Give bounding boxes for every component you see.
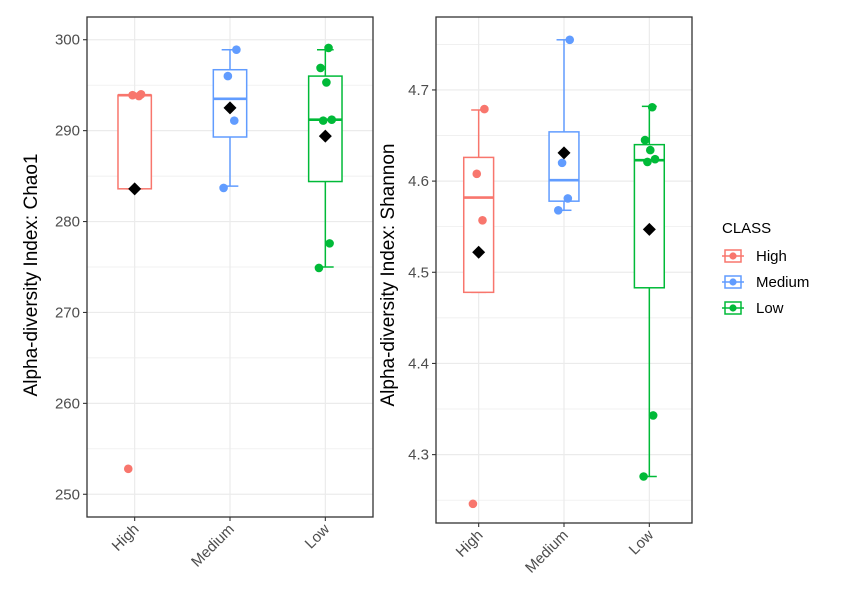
box-medium [548, 35, 580, 215]
chao1-y-ticks: 250 260 270 280 290 300 [55, 32, 87, 503]
y-tick-label: 4.3 [408, 447, 429, 464]
box-body [117, 94, 153, 190]
data-point [468, 499, 478, 509]
shannon-y-ticks: 4.3 4.4 4.5 4.6 4.7 [408, 82, 436, 464]
y-tick-label: 4.6 [408, 173, 429, 190]
data-point [128, 90, 137, 100]
data-point [232, 45, 241, 55]
data-point [650, 154, 660, 164]
box-body [307, 75, 343, 183]
y-tick-label: 4.5 [408, 264, 429, 281]
box-medium [212, 45, 248, 193]
mean-marker [557, 146, 571, 160]
data-point [478, 216, 487, 225]
data-point [553, 205, 563, 215]
legend-label: Low [756, 300, 784, 317]
chao1-boxes [117, 43, 343, 474]
y-tick-label: 300 [55, 32, 80, 49]
y-tick-label: 290 [55, 123, 80, 140]
data-point [557, 158, 567, 168]
data-point [643, 157, 652, 167]
legend-items: High Medium Low [722, 248, 809, 317]
legend-item-low: Low [722, 300, 784, 317]
y-tick-label: 280 [55, 214, 80, 231]
box-high [117, 89, 153, 474]
data-point [322, 78, 331, 87]
data-point [472, 169, 482, 179]
data-point [136, 89, 146, 99]
mean-marker [223, 101, 237, 115]
box-low [633, 102, 666, 481]
legend: CLASS High Medium Low [722, 220, 809, 317]
legend-item-medium: Medium [722, 274, 809, 291]
data-point [229, 116, 239, 125]
data-point [325, 239, 334, 248]
data-point [324, 43, 333, 53]
legend-key-point [729, 252, 737, 260]
data-point [640, 135, 650, 145]
data-point [123, 464, 133, 474]
legend-item-high: High [722, 248, 787, 265]
box-high [462, 104, 495, 509]
data-point [480, 104, 489, 114]
data-point [639, 472, 648, 481]
chao1-y-axis-title: Alpha-diversity Index: Chao1 [21, 154, 42, 397]
data-point [647, 102, 657, 112]
legend-title: CLASS [722, 220, 771, 237]
data-point [316, 63, 325, 73]
data-point [565, 35, 575, 45]
y-tick-label: 260 [55, 395, 80, 412]
data-point [563, 194, 573, 203]
mean-marker [318, 129, 332, 143]
data-point [314, 263, 324, 273]
data-point [318, 116, 328, 125]
legend-key-point [729, 304, 737, 312]
y-tick-label: 4.7 [408, 82, 429, 99]
mean-marker [472, 245, 486, 259]
mean-marker [128, 182, 142, 196]
shannon-y-axis-title: Alpha-diversity Index: Shannon [378, 144, 399, 407]
y-tick-label: 250 [55, 486, 80, 503]
legend-label: High [756, 248, 787, 265]
box-low [307, 43, 343, 273]
legend-label: Medium [756, 274, 809, 291]
mean-marker [642, 222, 656, 236]
data-point [645, 145, 655, 155]
legend-key-point [729, 278, 737, 286]
data-point [327, 115, 337, 125]
y-tick-label: 270 [55, 304, 80, 321]
box-body [462, 156, 495, 294]
y-tick-label: 4.4 [408, 355, 429, 372]
data-point [648, 411, 658, 420]
shannon-boxes [462, 35, 666, 509]
data-point [223, 71, 233, 81]
data-point [219, 183, 228, 193]
box-body [633, 143, 666, 289]
